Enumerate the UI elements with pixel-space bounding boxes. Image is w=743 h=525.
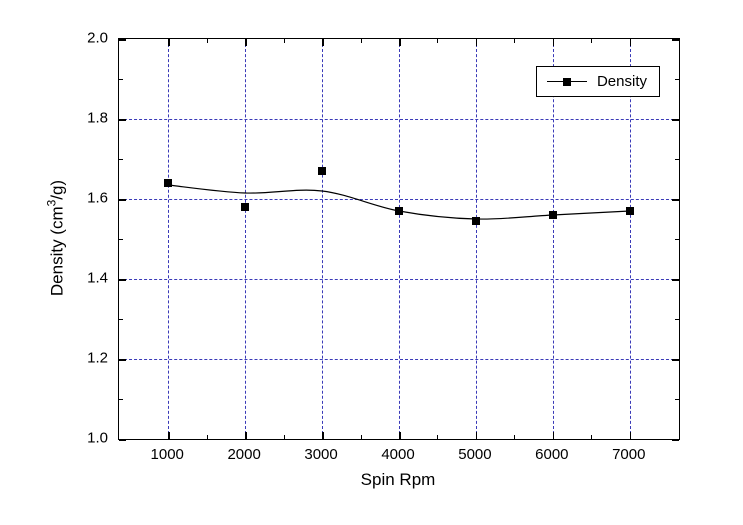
legend-marker-icon bbox=[563, 78, 571, 86]
x-tick-label: 4000 bbox=[381, 446, 414, 463]
x-tick-label: 6000 bbox=[535, 446, 568, 463]
data-marker bbox=[318, 167, 326, 175]
data-marker bbox=[626, 207, 634, 215]
data-marker bbox=[472, 217, 480, 225]
x-tick-label: 7000 bbox=[612, 446, 645, 463]
chart-container: Density (cm3/g) Spin Rpm 1.0 1.2 1.4 1.6 1.8… bbox=[0, 0, 743, 525]
y-tick-label: 1.6 bbox=[68, 190, 108, 207]
y-tick bbox=[672, 439, 679, 441]
x-tick-label: 2000 bbox=[227, 446, 260, 463]
y-tick bbox=[119, 439, 126, 441]
data-marker bbox=[241, 203, 249, 211]
x-tick-label: 3000 bbox=[304, 446, 337, 463]
y-tick-label: 1.2 bbox=[68, 350, 108, 367]
legend-sample-line bbox=[547, 81, 587, 82]
y-tick-label: 1.4 bbox=[68, 270, 108, 287]
legend: Density bbox=[536, 66, 660, 97]
x-axis-label: Spin Rpm bbox=[361, 470, 436, 490]
plot-area bbox=[118, 38, 680, 440]
x-tick-label: 5000 bbox=[458, 446, 491, 463]
y-tick-label: 2.0 bbox=[68, 30, 108, 47]
y-axis-label: Density (cm3/g) bbox=[45, 180, 68, 296]
legend-label: Density bbox=[597, 73, 647, 90]
data-marker bbox=[549, 211, 557, 219]
y-tick-label: 1.0 bbox=[68, 430, 108, 447]
series-line bbox=[119, 39, 679, 439]
y-tick-label: 1.8 bbox=[68, 110, 108, 127]
data-marker bbox=[395, 207, 403, 215]
x-tick-label: 1000 bbox=[151, 446, 184, 463]
data-marker bbox=[164, 179, 172, 187]
